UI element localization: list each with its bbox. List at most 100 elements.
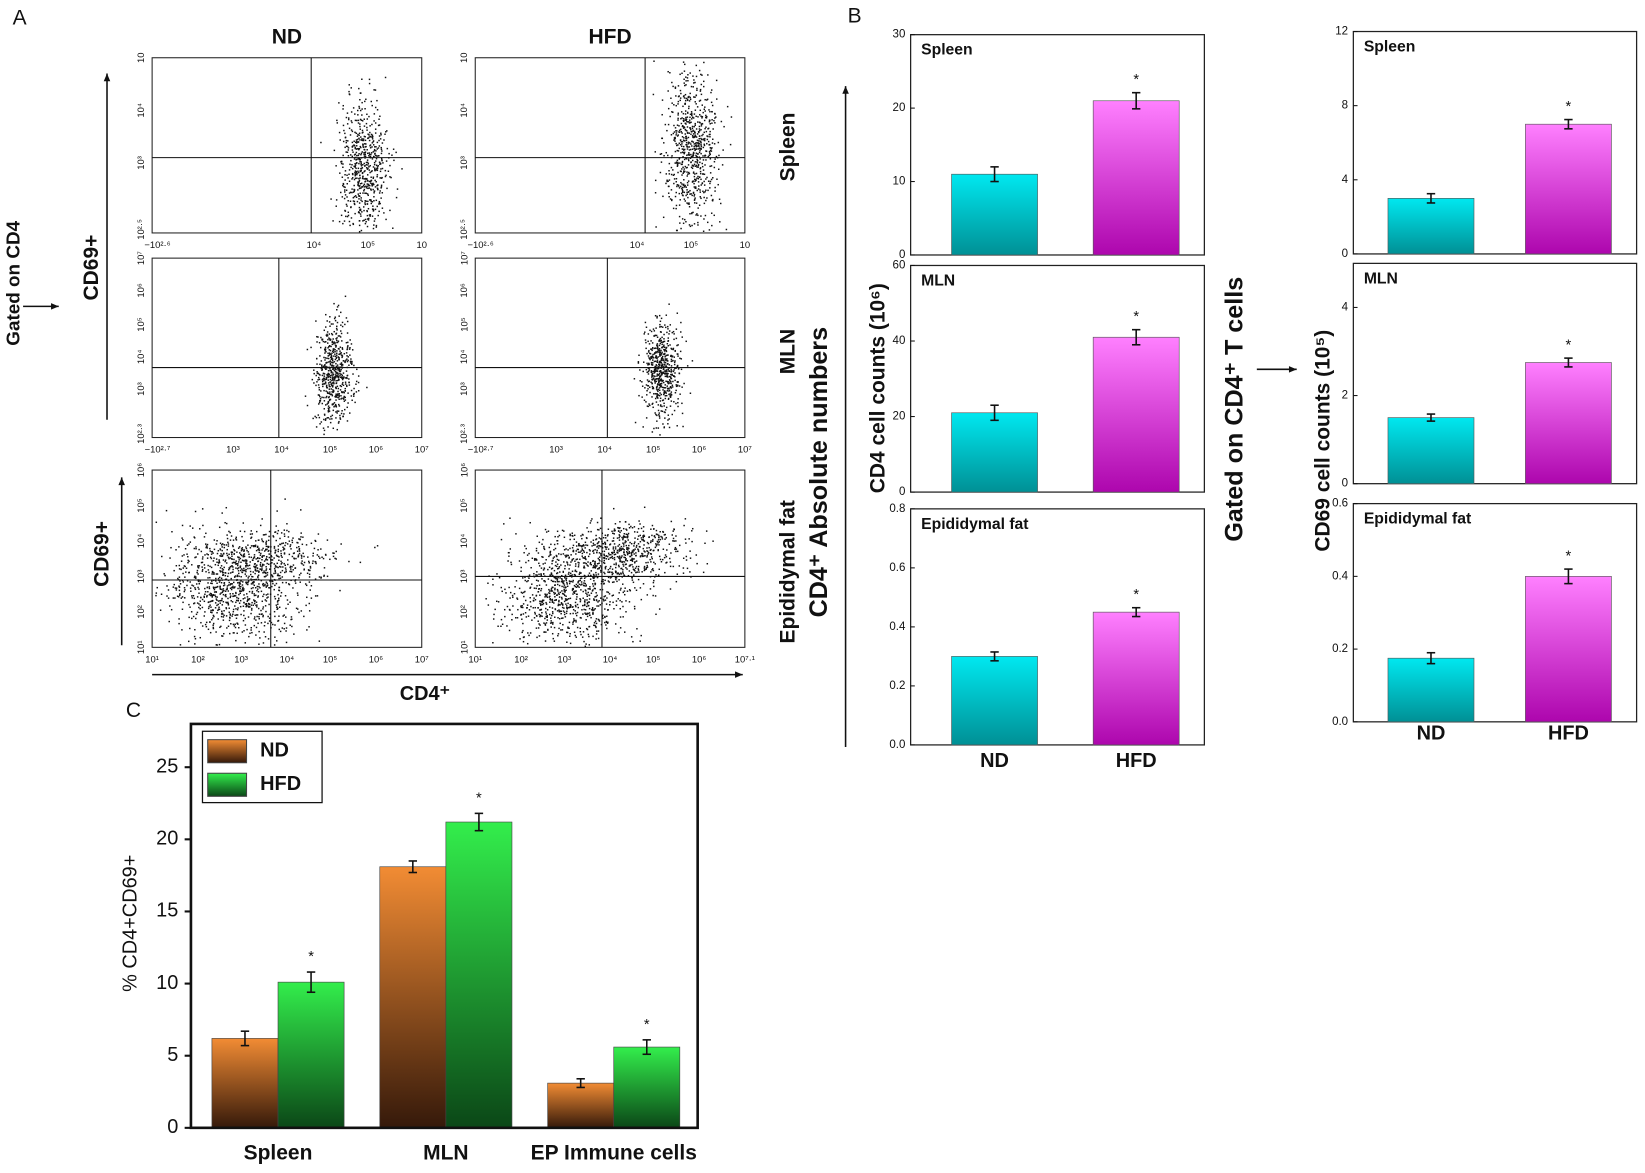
event-dot: [327, 426, 329, 428]
event-dot: [684, 170, 686, 173]
event-dot: [315, 426, 318, 428]
event-dot: [687, 141, 690, 143]
event-dot: [645, 417, 648, 419]
event-dot: [689, 225, 692, 228]
event-dot: [526, 580, 528, 583]
event-dot: [668, 170, 670, 172]
event-dot: [304, 583, 307, 585]
event-dot: [680, 181, 682, 184]
event-dot: [334, 378, 336, 380]
event-dot: [607, 609, 609, 611]
event-dot: [358, 179, 361, 182]
event-dot: [681, 168, 683, 170]
event-dot: [338, 370, 341, 372]
event-dot: [695, 145, 698, 148]
event-dot: [541, 555, 543, 558]
event-dot: [374, 153, 376, 155]
event-dot: [706, 98, 709, 101]
event-dot: [261, 600, 264, 603]
event-dot: [561, 606, 564, 609]
event-dot: [313, 372, 315, 375]
event-dot: [210, 553, 213, 555]
event-dot: [690, 161, 692, 163]
event-dot: [361, 78, 363, 80]
event-dot: [655, 355, 657, 357]
event-dot: [688, 121, 690, 123]
event-dot: [633, 558, 635, 560]
event-dot: [362, 192, 364, 194]
event-dot: [325, 404, 327, 406]
event-dot: [353, 184, 355, 187]
event-dot: [357, 141, 360, 143]
event-dot: [681, 163, 683, 166]
event-dot: [310, 542, 313, 545]
event-dot: [278, 589, 280, 592]
event-dot: [541, 615, 543, 618]
event-dot: [344, 210, 347, 212]
event-dot: [263, 555, 265, 557]
event-dot: [335, 345, 337, 347]
event-dot: [369, 171, 371, 174]
event-dot: [272, 535, 274, 537]
event-dot: [675, 384, 677, 386]
event-dot: [506, 625, 508, 627]
event-dot: [383, 212, 385, 214]
event-dot: [543, 622, 545, 624]
event-dot: [211, 573, 213, 575]
event-dot: [550, 617, 552, 619]
event-dot: [359, 174, 361, 177]
event-dot: [216, 585, 219, 588]
event-dot: [644, 331, 646, 333]
event-dot: [271, 575, 274, 578]
event-dot: [370, 188, 372, 190]
event-dot: [664, 356, 666, 358]
event-dot: [634, 541, 636, 543]
event-dot: [566, 583, 568, 585]
event-dot: [694, 136, 697, 138]
event-dot: [339, 589, 341, 592]
event-dot: [343, 397, 345, 399]
event-dot: [550, 587, 553, 590]
event-dot: [241, 571, 244, 574]
event-dot: [645, 368, 648, 371]
event-dot: [368, 184, 370, 186]
event-dot: [327, 338, 329, 341]
event-dot: [251, 559, 254, 561]
event-dot: [219, 626, 221, 629]
event-dot: [228, 607, 230, 609]
event-dot: [335, 375, 338, 377]
event-dot: [685, 194, 687, 197]
event-dot: [342, 154, 344, 157]
event-dot: [518, 587, 521, 590]
event-dot: [373, 113, 376, 115]
event-dot: [336, 309, 338, 311]
event-dot: [702, 169, 705, 171]
event-dot: [395, 151, 397, 154]
event-dot: [664, 348, 666, 351]
event-dot: [217, 609, 219, 612]
event-dot: [652, 347, 654, 350]
event-dot: [369, 125, 371, 127]
event-dot: [650, 356, 652, 358]
event-dot: [667, 180, 669, 182]
event-dot: [332, 555, 335, 558]
event-dot: [665, 365, 667, 367]
event-dot: [551, 598, 554, 601]
event-dot: [363, 190, 365, 192]
event-dot: [263, 570, 265, 572]
event-dot: [691, 145, 693, 147]
event-dot: [290, 548, 292, 550]
event-dot: [650, 348, 652, 350]
event-dot: [258, 551, 260, 554]
event-dot: [312, 417, 314, 420]
event-dot: [685, 143, 687, 146]
event-dot: [240, 548, 243, 550]
event-dot: [224, 560, 226, 563]
event-dot: [378, 202, 381, 204]
event-dot: [344, 396, 346, 399]
event-dot: [211, 611, 213, 614]
event-dot: [243, 610, 245, 612]
event-dot: [670, 377, 672, 379]
event-dot: [602, 614, 604, 616]
event-dot: [668, 418, 670, 420]
